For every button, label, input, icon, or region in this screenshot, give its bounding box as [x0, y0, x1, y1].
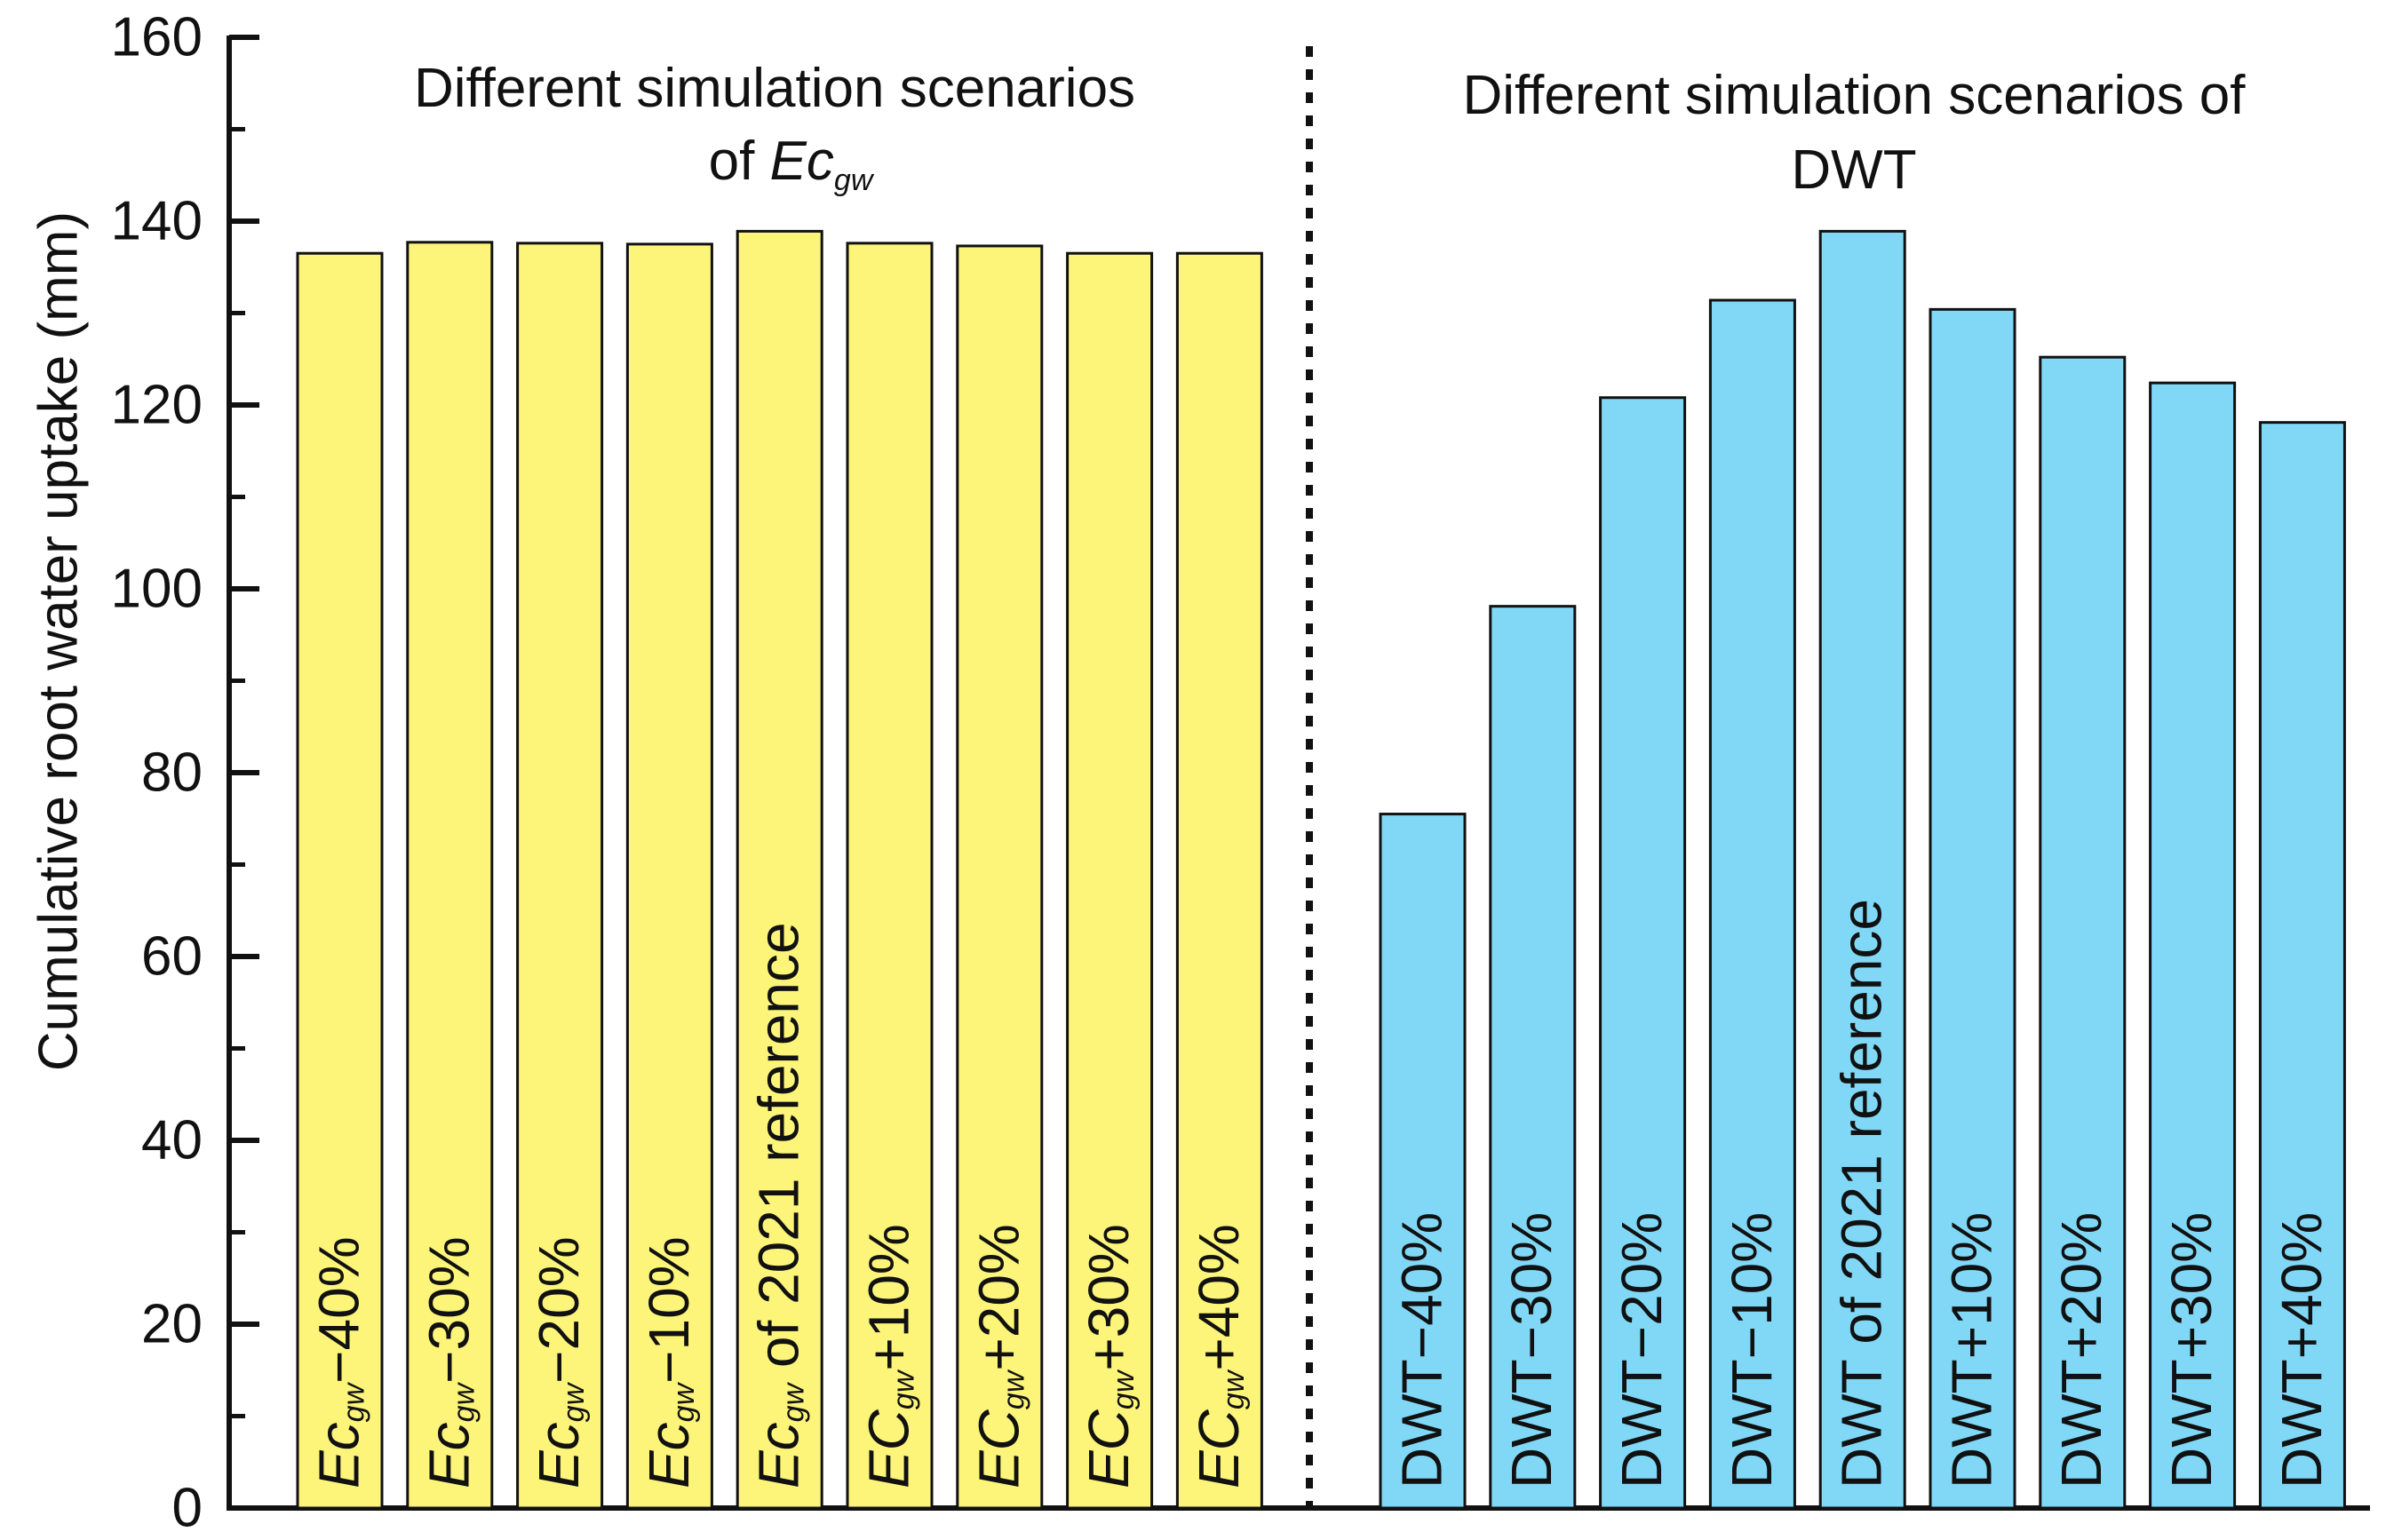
bar-label-symbol: Ec	[306, 1422, 370, 1488]
ecgw-bar-label: Ecgw−30%	[417, 1236, 481, 1488]
bar-label-suffix: −20%	[527, 1236, 591, 1383]
dwt-bar-label: DWT−20%	[1610, 1212, 1674, 1488]
bar-label-subscript: gw	[667, 1381, 701, 1422]
ecgw-bar-label: ECgw+30%	[1077, 1224, 1141, 1488]
y-tick-label: 60	[141, 926, 203, 988]
ecgw-bar	[956, 244, 1044, 1510]
ecgw-bar-label: ECgw+10%	[856, 1224, 920, 1488]
bar-label-symbol: Ec	[637, 1422, 701, 1488]
y-tick-label: 40	[141, 1110, 203, 1171]
dwt-bar-label: DWT−30%	[1499, 1212, 1563, 1488]
ecgw-bar-label: ECgw+40%	[1187, 1224, 1251, 1488]
bar-label-suffix: −10%	[637, 1236, 701, 1383]
bar-label-suffix: of 2021 reference	[747, 922, 811, 1383]
ecgw-group-title-line1: Different simulation scenarios	[414, 58, 1135, 119]
ecgw-bar	[296, 251, 384, 1510]
ecgw-bar	[736, 229, 823, 1510]
y-axis-title: Cumulative root water uptake (mm)	[28, 211, 89, 1071]
bar-label-subscript: gw	[447, 1381, 481, 1422]
dwt-group-title-line2: DWT	[1791, 139, 1916, 201]
bar-label-subscript: gw	[557, 1381, 591, 1422]
bar-label-suffix: +30%	[1077, 1224, 1141, 1370]
bar-label-symbol: Ec	[527, 1422, 591, 1488]
ecgw-bar	[516, 242, 604, 1510]
bar-label-symbol: EC	[1077, 1409, 1141, 1488]
bar-label-symbol: EC	[856, 1409, 920, 1488]
dwt-bar-label: DWT−10%	[1720, 1212, 1784, 1488]
dwt-bar	[1818, 229, 1906, 1510]
ecgw-group-title-line2: of Ecgw	[709, 131, 875, 197]
y-tick-label: 0	[172, 1478, 203, 1539]
bar-label-suffix: −40%	[306, 1236, 370, 1383]
ecgw-bar-label: Ecgw−20%	[527, 1236, 591, 1488]
dwt-bar	[1489, 605, 1577, 1510]
y-tick-label: 20	[141, 1294, 203, 1355]
dwt-bar-label: DWT+40%	[2270, 1212, 2334, 1488]
dwt-bar-label: DWT+10%	[1939, 1212, 2003, 1488]
ecgw-title-prefix: of	[709, 131, 770, 192]
dwt-bar	[2258, 421, 2346, 1510]
y-tick-label: 140	[111, 191, 203, 252]
ecgw-bar	[1175, 251, 1263, 1510]
bar-label-subscript: gw	[337, 1381, 370, 1422]
bar-label-suffix: +40%	[1187, 1224, 1251, 1370]
bar-label-subscript: gw	[1107, 1369, 1141, 1409]
dwt-bar	[2039, 355, 2127, 1510]
bar-label-symbol: Ec	[417, 1422, 481, 1488]
ecgw-title-symbol: Ec	[770, 131, 834, 192]
dwt-bar-label: DWT−40%	[1389, 1212, 1453, 1488]
dwt-bar	[1379, 813, 1467, 1510]
ecgw-title-symbol-sub: gw	[834, 163, 875, 197]
bar-label-suffix: +10%	[856, 1224, 920, 1370]
y-tick-label: 120	[111, 375, 203, 436]
bar-label-suffix: −30%	[417, 1236, 481, 1383]
ecgw-bar	[406, 241, 494, 1510]
bar-label-subscript: gw	[997, 1369, 1030, 1409]
ecgw-bar-label: Ecgw of 2021 reference	[747, 922, 811, 1488]
ecgw-bar	[846, 242, 934, 1510]
y-tick-label: 160	[111, 7, 203, 68]
dwt-bar	[1599, 396, 1687, 1510]
dwt-bar	[1929, 307, 2016, 1510]
ecgw-bar	[1066, 251, 1154, 1510]
bar-label-symbol: EC	[1187, 1409, 1251, 1488]
bar-label-subscript: gw	[887, 1369, 920, 1409]
ecgw-bar-label: ECgw+20%	[966, 1224, 1030, 1488]
bar-labels-layer: Ecgw−40%Ecgw−30%Ecgw−20%Ecgw−10%Ecgw of …	[306, 899, 2333, 1488]
y-tick-label: 80	[141, 742, 203, 804]
bar-label-subscript: gw	[1217, 1369, 1251, 1409]
bar-label-symbol: EC	[966, 1409, 1030, 1488]
dwt-bar-label: DWT+30%	[2159, 1212, 2223, 1488]
bar-label-suffix: +20%	[966, 1224, 1030, 1370]
dwt-bar	[1708, 298, 1796, 1510]
ecgw-bar-label: Ecgw−40%	[306, 1236, 370, 1488]
bar-label-subscript: gw	[777, 1381, 811, 1422]
dwt-group-title-line1: Different simulation scenarios of	[1462, 65, 2246, 126]
bars-layer	[296, 229, 2346, 1510]
bar-label-symbol: Ec	[747, 1422, 811, 1488]
ecgw-bar	[625, 242, 713, 1510]
y-tick-label: 100	[111, 559, 203, 620]
ecgw-bar-label: Ecgw−10%	[637, 1236, 701, 1488]
dwt-bar-label: DWT+20%	[2049, 1212, 2113, 1488]
dwt-bar	[2149, 381, 2237, 1510]
dwt-bar-label: DWT of 2021 reference	[1830, 899, 1894, 1488]
